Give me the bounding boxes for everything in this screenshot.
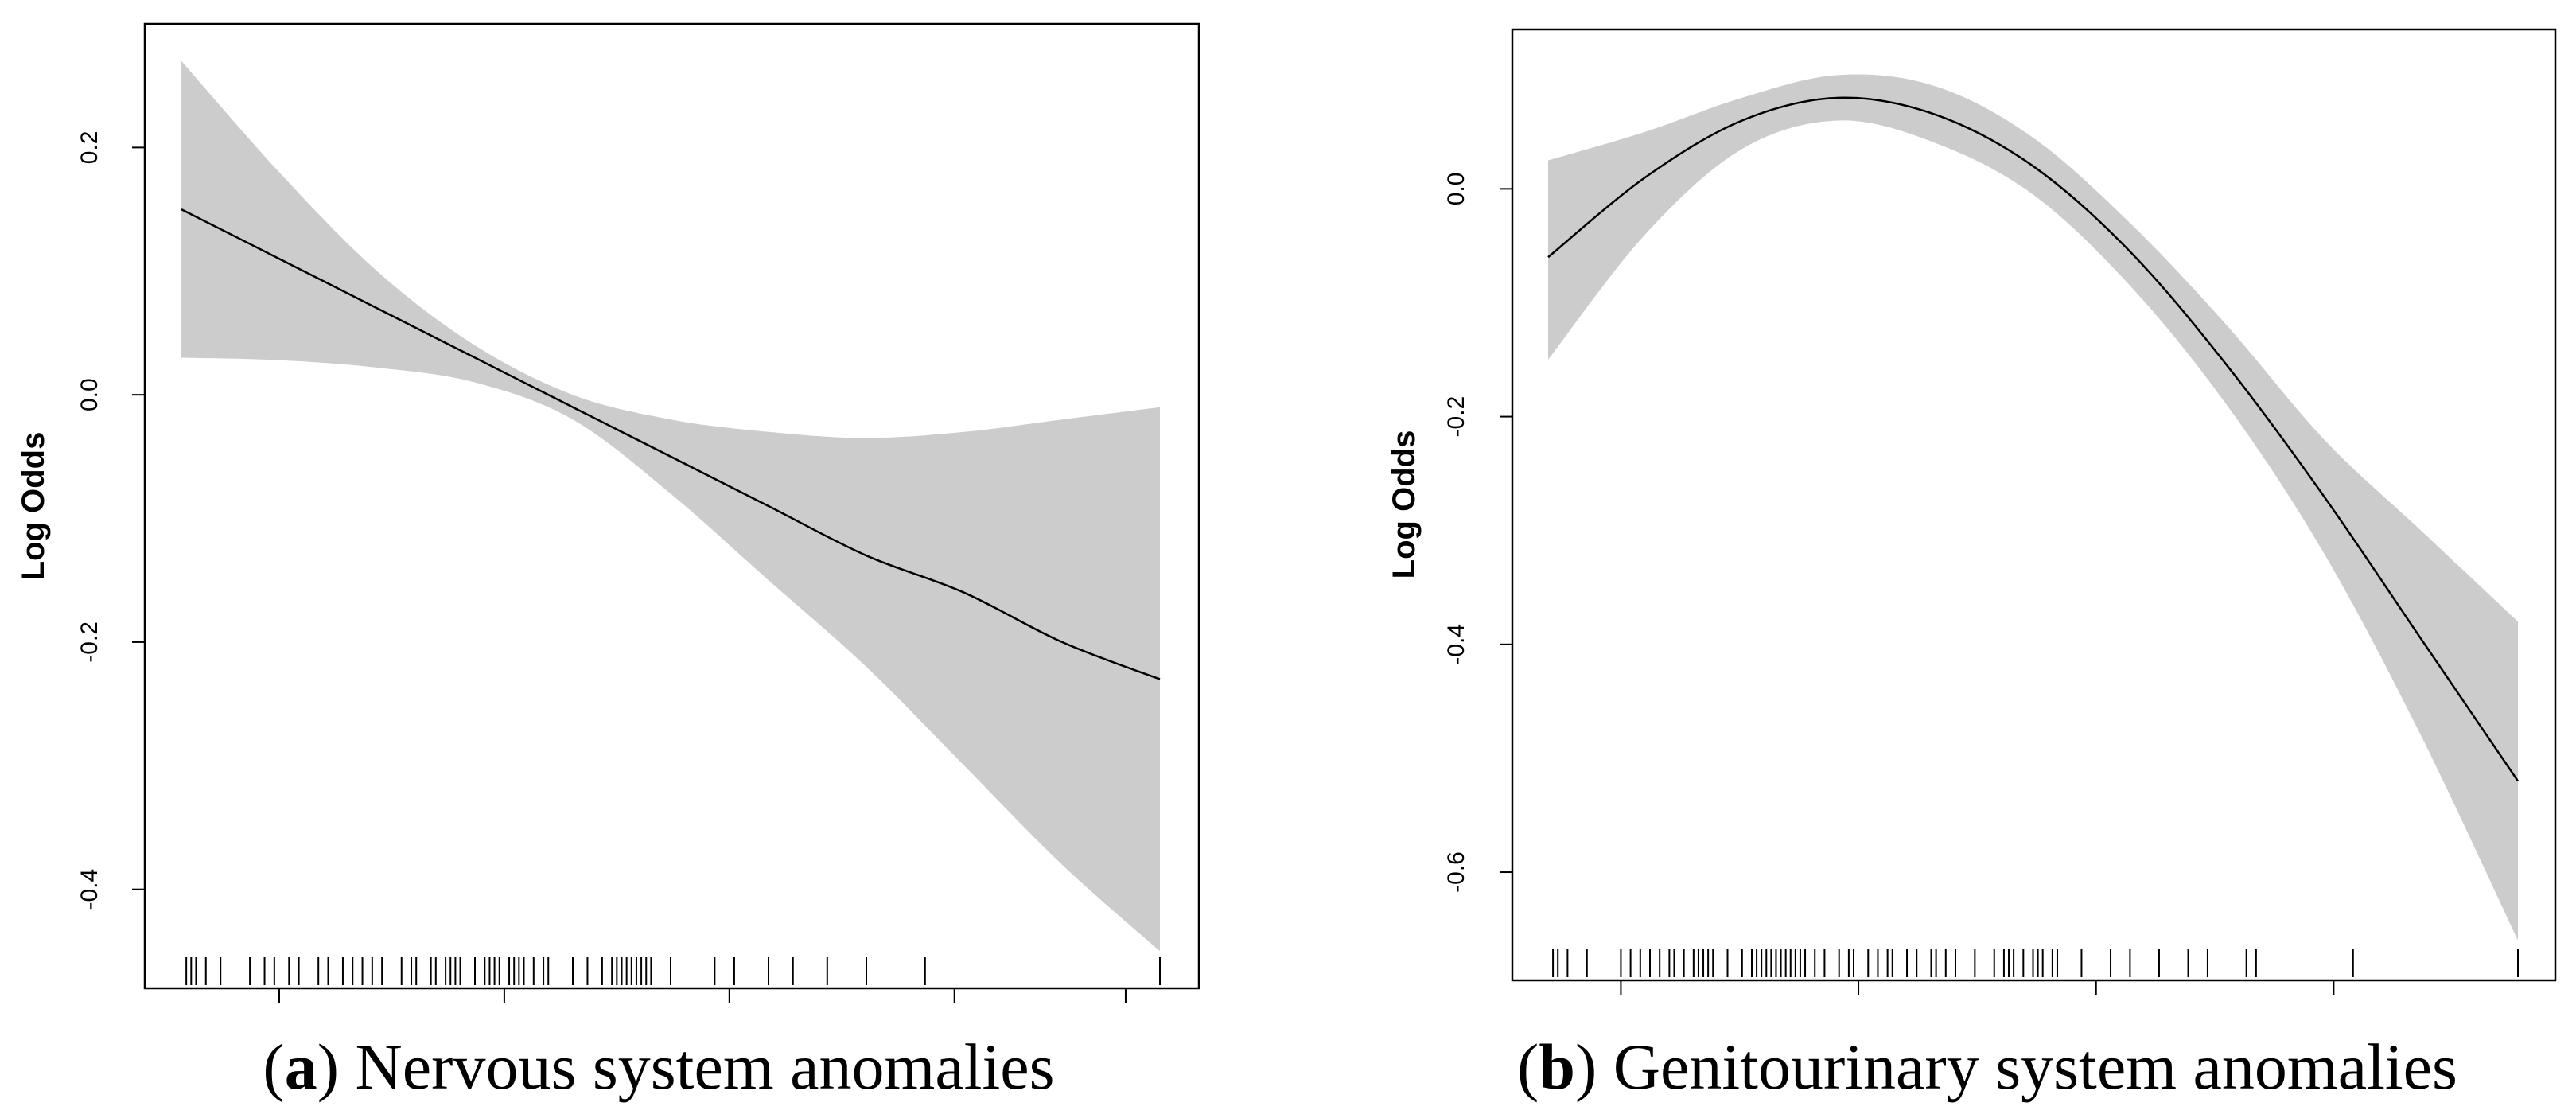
panel-a-fit-line [181, 208, 1161, 680]
panel-a-letter: a [285, 1030, 317, 1103]
panel-a-ci-band [181, 60, 1160, 952]
panel-b-plot [1511, 28, 2557, 982]
panel-a-y-tick-label: 0.0 [76, 378, 103, 411]
panel-a-caption: (a) Nervous system anomalies [263, 1030, 1054, 1103]
panel-a-caption-text: Nervous system anomalies [356, 1030, 1055, 1103]
panel-a-y-tick-label: -0.2 [76, 621, 103, 663]
panel-a-plot [143, 22, 1200, 990]
panel-a-y-axis: 0.2 0.0 -0.2 -0.4 [76, 131, 145, 910]
panel-a: 0.2 0.0 -0.2 -0.4 Log Odds (a) Nervous syst… [16, 22, 1200, 1103]
panel-a-plot-frame [143, 22, 1200, 990]
panel-b-plot-frame [1511, 28, 2557, 982]
panel-b-y-tick-label: 0.0 [1443, 173, 1469, 206]
panel-b-caption: (b) Genitourinary system anomalies [1517, 1030, 2457, 1103]
panel-a-rug [185, 957, 1161, 985]
panel-b-fit-line [1547, 96, 2520, 782]
panel-b-y-axis-title: Log Odds [1387, 430, 1422, 579]
panel-b-y-axis: 0.0 -0.2 -0.4 -0.6 [1443, 173, 1512, 893]
panel-b-x-axis [1620, 980, 2335, 995]
panel-b: 0.0 -0.2 -0.4 -0.6 Log Odds (b) Genitourina… [1387, 28, 2557, 1103]
panel-b-rug [1552, 949, 2519, 977]
panel-a-y-axis-title: Log Odds [16, 432, 51, 581]
panel-b-y-tick-label: -0.2 [1443, 396, 1469, 438]
panel-b-y-tick-label: -0.4 [1443, 624, 1469, 665]
panel-a-x-axis [278, 988, 1127, 1003]
panel-a-y-tick-label: -0.4 [76, 869, 103, 910]
panel-a-y-tick-label: 0.2 [76, 131, 103, 165]
panel-b-ci-band [1548, 74, 2518, 941]
panel-b-y-tick-label: -0.6 [1443, 851, 1469, 893]
panel-b-caption-text: Genitourinary system anomalies [1613, 1030, 2457, 1103]
panel-b-letter: b [1539, 1030, 1575, 1103]
